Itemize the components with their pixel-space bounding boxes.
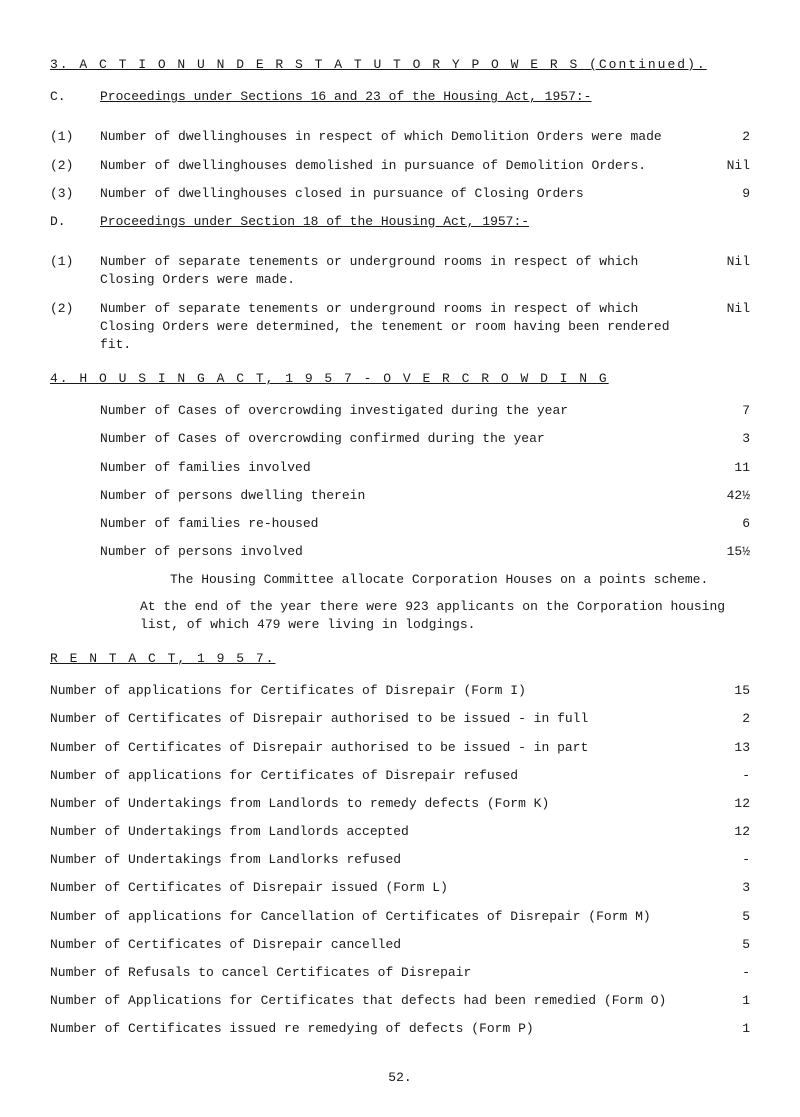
rent-act: R E N T A C T, 1 9 5 7. Number of applic…: [50, 650, 750, 1039]
rent-item-12: Number of Certificates issued re remedyi…: [50, 1020, 750, 1038]
section-4-note1: The Housing Committee allocate Corporati…: [170, 571, 750, 589]
item-value: Nil: [710, 157, 750, 175]
item-4-5: Number of persons involved15½: [50, 543, 750, 561]
rent-item-6: Number of Undertakings from Landlorks re…: [50, 851, 750, 869]
item-value: -: [710, 767, 750, 785]
label-d: D.: [50, 213, 100, 243]
item-value: 1: [710, 1020, 750, 1038]
item-text: Number of Certificates of Disrepair canc…: [50, 936, 710, 954]
rent-item-11: Number of Applications for Certificates …: [50, 992, 750, 1010]
item-value: 9: [710, 185, 750, 203]
item-value: 11: [710, 459, 750, 477]
item-value: 1: [710, 992, 750, 1010]
rent-item-4: Number of Undertakings from Landlords to…: [50, 795, 750, 813]
item-d2: (2) Number of separate tenements or unde…: [50, 300, 750, 355]
item-value: 15: [710, 682, 750, 700]
item-num: (2): [50, 300, 100, 355]
rent-item-7: Number of Certificates of Disrepair issu…: [50, 879, 750, 897]
item-value: 5: [710, 908, 750, 926]
item-value: -: [710, 964, 750, 982]
item-text: Number of separate tenements or undergro…: [100, 253, 710, 289]
item-c1: (1) Number of dwellinghouses in respect …: [50, 128, 750, 146]
item-text: Number of Certificates of Disrepair auth…: [50, 710, 710, 728]
subsection-d-head: D. Proceedings under Section 18 of the H…: [50, 213, 750, 243]
item-text: Number of Undertakings from Landlorks re…: [50, 851, 710, 869]
subsection-c-head: C. Proceedings under Sections 16 and 23 …: [50, 88, 750, 118]
rent-item-10: Number of Refusals to cancel Certificate…: [50, 964, 750, 982]
item-value: 2: [710, 128, 750, 146]
item-text: Number of dwellinghouses demolished in p…: [100, 157, 710, 175]
item-text: Number of Applications for Certificates …: [50, 992, 710, 1010]
item-num: (1): [50, 128, 100, 146]
item-text: Number of dwellinghouses closed in pursu…: [100, 185, 710, 203]
item-value: Nil: [710, 253, 750, 289]
rent-item-0: Number of applications for Certificates …: [50, 682, 750, 700]
item-4-3: Number of persons dwelling therein42½: [50, 487, 750, 505]
item-4-4: Number of families re-housed6: [50, 515, 750, 533]
item-c3: (3) Number of dwellinghouses closed in p…: [50, 185, 750, 203]
item-value: 15½: [710, 543, 750, 561]
item-text: Number of Certificates of Disrepair auth…: [50, 739, 710, 757]
item-num: (1): [50, 253, 100, 289]
item-text: Number of Refusals to cancel Certificate…: [50, 964, 710, 982]
item-d1: (1) Number of separate tenements or unde…: [50, 253, 750, 289]
item-value: 7: [710, 402, 750, 420]
section-3-heading: 3. A C T I O N U N D E R S T A T U T O R…: [50, 56, 750, 74]
section-4: 4. H O U S I N G A C T, 1 9 5 7 - O V E …: [50, 370, 750, 634]
item-text: Number of persons involved: [100, 543, 710, 561]
item-text: Number of Undertakings from Landlords ac…: [50, 823, 710, 841]
rent-item-9: Number of Certificates of Disrepair canc…: [50, 936, 750, 954]
item-value: 3: [710, 430, 750, 448]
rent-item-5: Number of Undertakings from Landlords ac…: [50, 823, 750, 841]
item-text: Number of Cases of overcrowding investig…: [100, 402, 710, 420]
section-4-heading: 4. H O U S I N G A C T, 1 9 5 7 - O V E …: [50, 370, 750, 388]
item-c2: (2) Number of dwellinghouses demolished …: [50, 157, 750, 175]
item-4-2: Number of families involved11: [50, 459, 750, 477]
item-value: -: [710, 851, 750, 869]
item-value: 6: [710, 515, 750, 533]
label-c: C.: [50, 88, 100, 118]
item-value: Nil: [710, 300, 750, 355]
item-num: (2): [50, 157, 100, 175]
item-text: Number of separate tenements or undergro…: [100, 300, 710, 355]
rent-item-3: Number of applications for Certificates …: [50, 767, 750, 785]
rent-heading: R E N T A C T, 1 9 5 7.: [50, 650, 750, 668]
subsection-d-heading: Proceedings under Section 18 of the Hous…: [100, 213, 710, 231]
item-value: 13: [710, 739, 750, 757]
item-4-0: Number of Cases of overcrowding investig…: [50, 402, 750, 420]
item-value: 5: [710, 936, 750, 954]
item-4-1: Number of Cases of overcrowding confirme…: [50, 430, 750, 448]
item-value: 12: [710, 795, 750, 813]
subsection-c-heading: Proceedings under Sections 16 and 23 of …: [100, 88, 710, 106]
rent-item-2: Number of Certificates of Disrepair auth…: [50, 739, 750, 757]
item-text: Number of Certificates issued re remedyi…: [50, 1020, 710, 1038]
item-value: 12: [710, 823, 750, 841]
section-4-note2: At the end of the year there were 923 ap…: [140, 598, 750, 634]
item-text: Number of Cases of overcrowding confirme…: [100, 430, 710, 448]
item-text: Number of dwellinghouses in respect of w…: [100, 128, 710, 146]
item-text: Number of families re-housed: [100, 515, 710, 533]
item-value: 3: [710, 879, 750, 897]
item-text: Number of persons dwelling therein: [100, 487, 710, 505]
item-text: Number of applications for Certificates …: [50, 767, 710, 785]
item-text: Number of Undertakings from Landlords to…: [50, 795, 710, 813]
item-num: (3): [50, 185, 100, 203]
rent-item-8: Number of applications for Cancellation …: [50, 908, 750, 926]
section-3: 3. A C T I O N U N D E R S T A T U T O R…: [50, 56, 750, 354]
item-value: 42½: [710, 487, 750, 505]
item-text: Number of applications for Cancellation …: [50, 908, 710, 926]
item-value: 2: [710, 710, 750, 728]
item-text: Number of families involved: [100, 459, 710, 477]
rent-item-1: Number of Certificates of Disrepair auth…: [50, 710, 750, 728]
item-text: Number of Certificates of Disrepair issu…: [50, 879, 710, 897]
page-number: 52.: [50, 1069, 750, 1087]
item-text: Number of applications for Certificates …: [50, 682, 710, 700]
